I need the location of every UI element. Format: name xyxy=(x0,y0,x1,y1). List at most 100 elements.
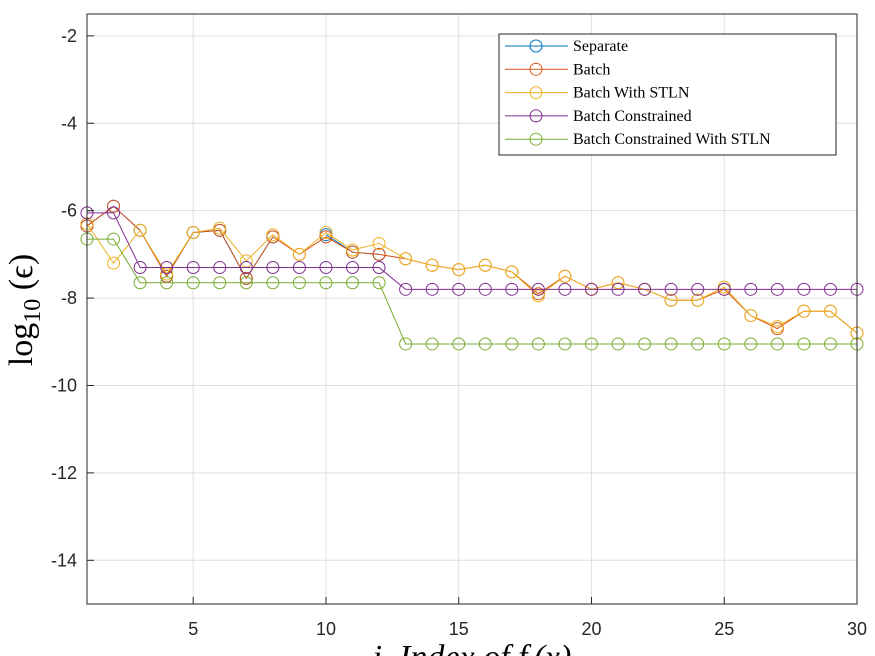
data-point xyxy=(292,247,306,261)
data-point xyxy=(744,309,758,323)
series-4 xyxy=(80,232,864,351)
data-point xyxy=(611,276,625,290)
y-tick-label: -2 xyxy=(61,26,77,46)
x-tick-label: 10 xyxy=(316,619,336,639)
data-point xyxy=(399,282,413,296)
legend-label: Batch With STLN xyxy=(573,85,690,102)
data-point xyxy=(638,337,652,351)
data-point xyxy=(452,282,466,296)
legend-marker xyxy=(529,62,543,76)
data-point xyxy=(107,256,121,270)
data-point xyxy=(531,282,545,296)
data-point xyxy=(770,282,784,296)
data-point xyxy=(505,282,519,296)
data-point xyxy=(425,258,439,272)
data-point xyxy=(107,232,121,246)
legend-item: Batch xyxy=(505,61,610,78)
data-point xyxy=(319,226,333,240)
data-point xyxy=(664,293,678,307)
data-point xyxy=(372,260,386,274)
data-point xyxy=(292,276,306,290)
legend-marker xyxy=(529,132,543,146)
legend-label: Separate xyxy=(573,38,628,55)
legend-item: Batch Constrained With STLN xyxy=(505,131,771,148)
data-point xyxy=(186,226,200,240)
series-3 xyxy=(80,206,864,296)
x-axis-label: i, Index of fi(x) xyxy=(373,639,572,656)
data-point xyxy=(823,337,837,351)
x-tick-label: 20 xyxy=(581,619,601,639)
data-point xyxy=(186,276,200,290)
legend-item: Separate xyxy=(505,38,628,55)
y-ticks: -2 -4 -6 -8 -10 -12 -14 xyxy=(51,26,94,570)
data-point xyxy=(770,319,784,333)
data-point xyxy=(452,263,466,277)
data-point xyxy=(691,282,705,296)
y-axis-label: log10 (ϵ) xyxy=(3,254,46,366)
data-point xyxy=(346,260,360,274)
grid xyxy=(87,14,858,604)
x-tick-label: 5 xyxy=(188,619,198,639)
data-point xyxy=(425,282,439,296)
data-point xyxy=(346,276,360,290)
data-point xyxy=(186,260,200,274)
data-point xyxy=(717,337,731,351)
data-point xyxy=(823,304,837,318)
data-point xyxy=(160,276,174,290)
data-point xyxy=(372,276,386,290)
legend-marker xyxy=(529,39,543,53)
data-point xyxy=(133,260,147,274)
data-point xyxy=(239,260,253,274)
legend-item: Batch Constrained xyxy=(505,108,692,125)
data-point xyxy=(399,252,413,266)
data-point xyxy=(319,260,333,274)
data-point xyxy=(770,337,784,351)
series-line xyxy=(87,238,857,345)
data-point xyxy=(797,337,811,351)
data-point xyxy=(266,276,280,290)
data-point xyxy=(823,282,837,296)
data-point xyxy=(558,282,572,296)
data-point xyxy=(717,282,731,296)
data-point xyxy=(744,282,758,296)
y-tick-label: -10 xyxy=(51,375,77,395)
data-point xyxy=(372,236,386,250)
y-axis-label-text: log10 (ϵ) xyxy=(3,254,46,366)
data-point xyxy=(399,337,413,351)
data-point xyxy=(797,304,811,318)
data-point xyxy=(558,337,572,351)
legend-marker xyxy=(529,86,543,100)
x-tick-label: 15 xyxy=(449,619,469,639)
y-tick-label: -8 xyxy=(61,288,77,308)
data-point xyxy=(107,199,121,213)
data-point xyxy=(611,282,625,296)
data-point xyxy=(691,293,705,307)
legend-item: Batch With STLN xyxy=(505,85,690,102)
y-tick-label: -6 xyxy=(61,201,77,221)
data-point xyxy=(505,265,519,279)
data-point xyxy=(266,260,280,274)
y-tick-label: -4 xyxy=(61,113,77,133)
data-point xyxy=(558,269,572,283)
data-point xyxy=(239,276,253,290)
data-point xyxy=(425,337,439,351)
data-point xyxy=(584,282,598,296)
data-point xyxy=(213,260,227,274)
data-point xyxy=(664,282,678,296)
data-point xyxy=(213,221,227,235)
data-point xyxy=(611,337,625,351)
data-point xyxy=(584,337,598,351)
data-point xyxy=(239,271,253,285)
legend-box xyxy=(498,33,837,156)
data-point xyxy=(160,260,174,274)
data-point xyxy=(505,337,519,351)
legend-label: Batch Constrained xyxy=(573,108,692,125)
data-point xyxy=(531,289,545,303)
x-tick-label: 25 xyxy=(714,619,734,639)
data-point xyxy=(133,223,147,237)
data-point xyxy=(478,258,492,272)
series-layer xyxy=(80,199,864,351)
plot-frame xyxy=(86,13,858,605)
data-point xyxy=(531,337,545,351)
